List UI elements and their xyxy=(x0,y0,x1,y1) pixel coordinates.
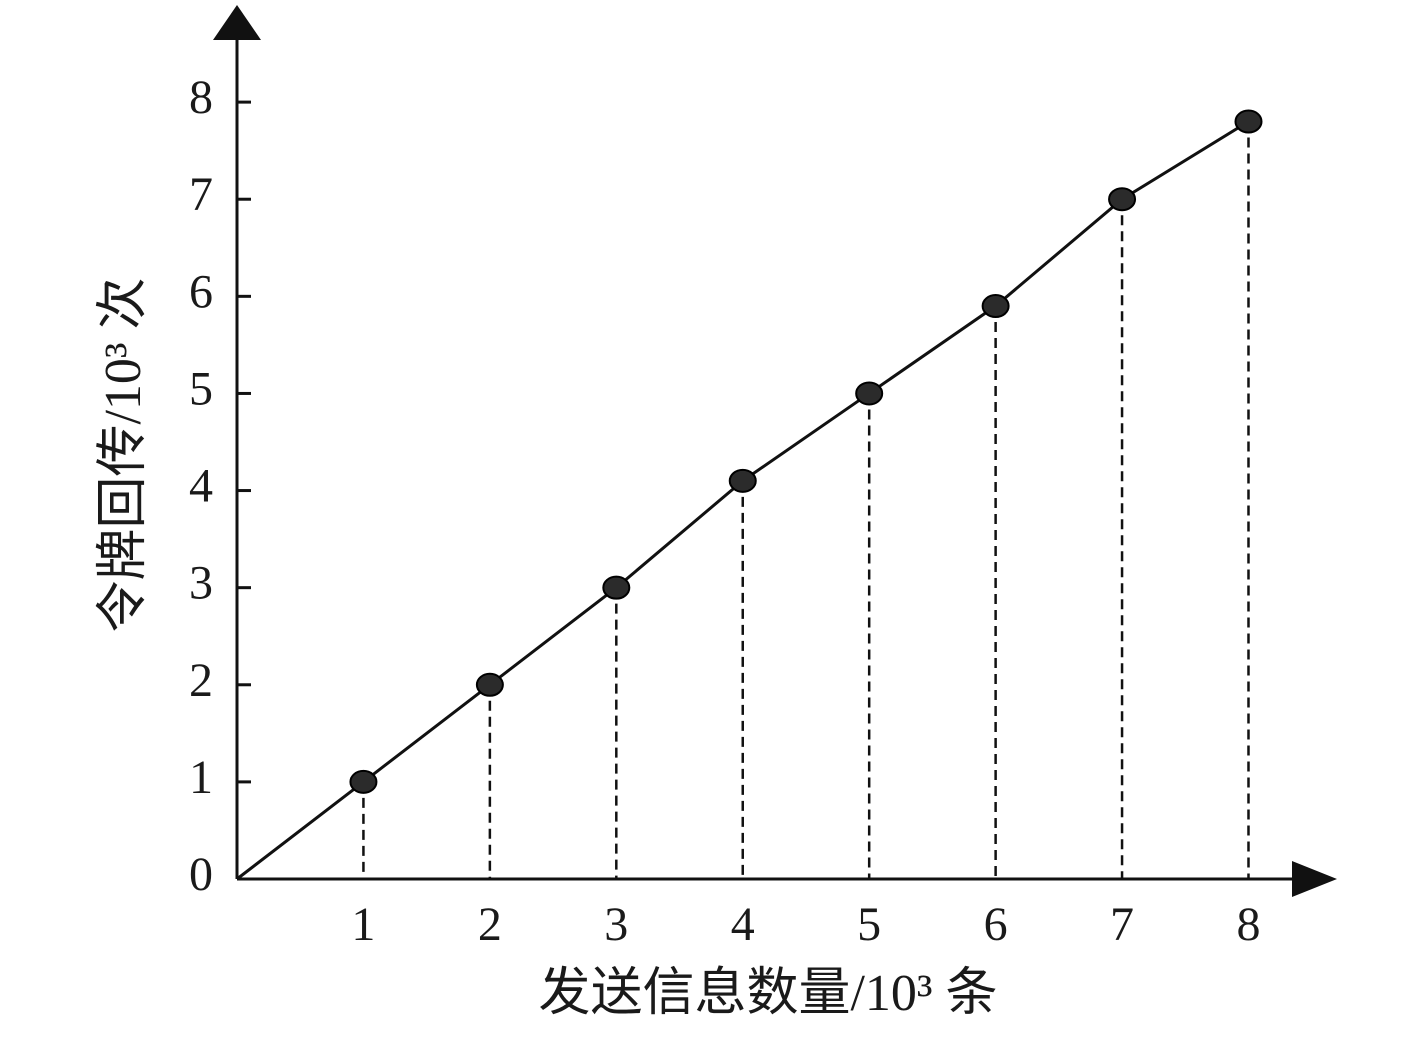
x-tick-label: 5 xyxy=(857,898,881,951)
y-tick-label: 8 xyxy=(189,71,213,124)
x-axis-arrow xyxy=(1292,861,1337,897)
y-tick-label: 7 xyxy=(189,168,213,221)
x-tick-label: 7 xyxy=(1110,898,1134,951)
y-axis-title: 令牌回传/10³ 次 xyxy=(95,277,152,632)
y-axis-arrow xyxy=(213,5,261,40)
y-tick-label: 2 xyxy=(189,654,213,707)
x-axis-title: 发送信息数量/10³ 条 xyxy=(538,965,997,1022)
y-tick-label: 1 xyxy=(189,751,213,804)
x-tick-label: 1 xyxy=(351,898,375,951)
y-tick-label: 3 xyxy=(189,557,213,610)
data-point xyxy=(1108,187,1137,212)
data-point xyxy=(1234,109,1263,134)
x-tick-label: 2 xyxy=(478,898,502,951)
x-tick-label: 4 xyxy=(731,898,755,951)
data-point xyxy=(349,769,378,794)
y-tick-label: 0 xyxy=(189,848,213,901)
x-tick-label: 3 xyxy=(604,898,628,951)
x-tick-label: 8 xyxy=(1236,898,1260,951)
data-point xyxy=(728,468,757,493)
data-point xyxy=(855,381,884,406)
x-tick-label: 6 xyxy=(984,898,1008,951)
y-tick-label: 5 xyxy=(189,362,213,415)
data-point xyxy=(602,575,631,600)
data-point xyxy=(981,294,1010,319)
y-tick-label: 4 xyxy=(189,460,213,513)
data-point xyxy=(475,672,504,697)
y-tick-label: 6 xyxy=(189,265,213,318)
